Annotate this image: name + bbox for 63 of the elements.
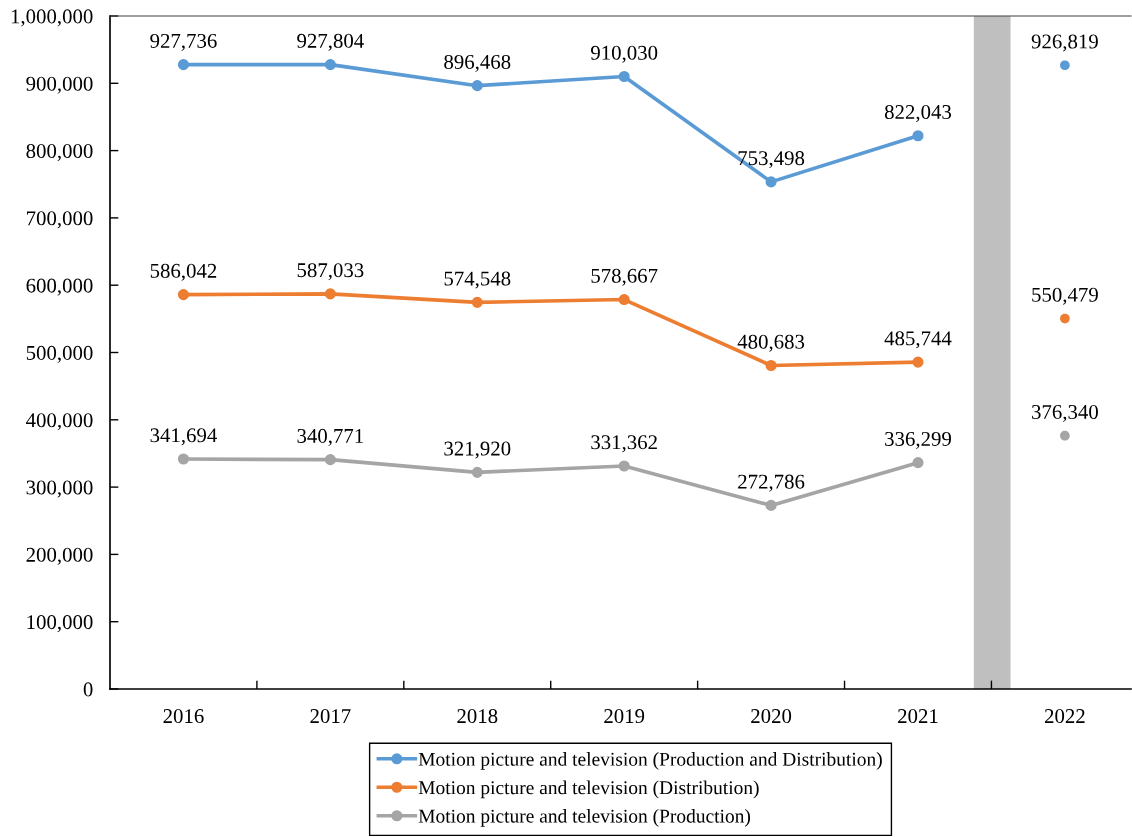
data-label: 896,468 [444,54,511,72]
data-label: 341,694 [150,428,217,446]
point [618,70,630,83]
point [618,294,630,306]
data-label: 926,819 [1031,34,1098,52]
x-tick-label: 2018 [457,709,498,724]
point [324,288,336,300]
point [1060,60,1070,71]
data-label: 587,033 [297,263,364,281]
data-label: 485,744 [884,331,952,349]
data-label: 927,804 [297,33,364,51]
y-tick-label: 100,000 [27,615,93,633]
data-label: 376,340 [1032,404,1098,422]
point [471,466,483,478]
data-label: 550,479 [1032,287,1098,305]
point [1060,313,1070,324]
y-tick-label: 0 [83,682,93,697]
y-tick-label: 800,000 [26,143,93,162]
point [1060,430,1070,441]
data-label: 910,030 [590,45,658,63]
y-tick-label: 900,000 [26,76,93,94]
x-tick-label: 2021 [898,709,938,724]
y-tick-label: 500,000 [26,345,93,363]
legend-label: Motion picture and television (Distribution) [418,780,759,799]
y-tick-label: 200,000 [26,547,93,565]
x-tick-label: 2020 [751,709,792,724]
point [912,356,924,368]
legend-label: Motion picture and television (Production) [418,809,751,827]
point [912,130,924,142]
y-tick-label: 300,000 [26,480,93,498]
y-tick-label: 700,000 [27,211,93,229]
point [912,457,924,469]
data-label: 753,498 [738,151,805,169]
point [765,499,777,511]
point [471,296,483,308]
data-label: 927,736 [150,33,217,51]
point [324,454,336,466]
point [177,453,190,465]
data-label: 321,920 [444,441,511,459]
legend-label: Motion picture and television (Production and Distribution) [418,752,882,770]
point [618,460,630,472]
y-tick-label: 1,000,000 [11,9,93,27]
point [765,176,777,188]
y-tick-label: 400,000 [26,413,93,431]
point [324,59,336,71]
point [177,289,190,301]
data-label: 272,786 [738,474,805,492]
data-label: 586,042 [150,263,217,281]
data-label: 578,667 [591,268,658,286]
data-label: 574,548 [444,271,511,289]
data-label: 336,299 [885,431,951,449]
point [471,80,483,92]
y-tick-label: 600,000 [26,278,93,296]
data-label: 340,771 [297,428,363,446]
x-tick-label: 2019 [604,709,645,724]
x-tick-label: 2022 [1044,709,1085,724]
point [177,59,190,71]
data-label: 480,683 [737,334,805,352]
data-label: 822,043 [884,104,952,123]
point [765,359,777,372]
x-tick-label: 2016 [163,709,204,724]
data-label: 331,362 [591,435,657,453]
x-tick-label: 2017 [310,709,351,724]
